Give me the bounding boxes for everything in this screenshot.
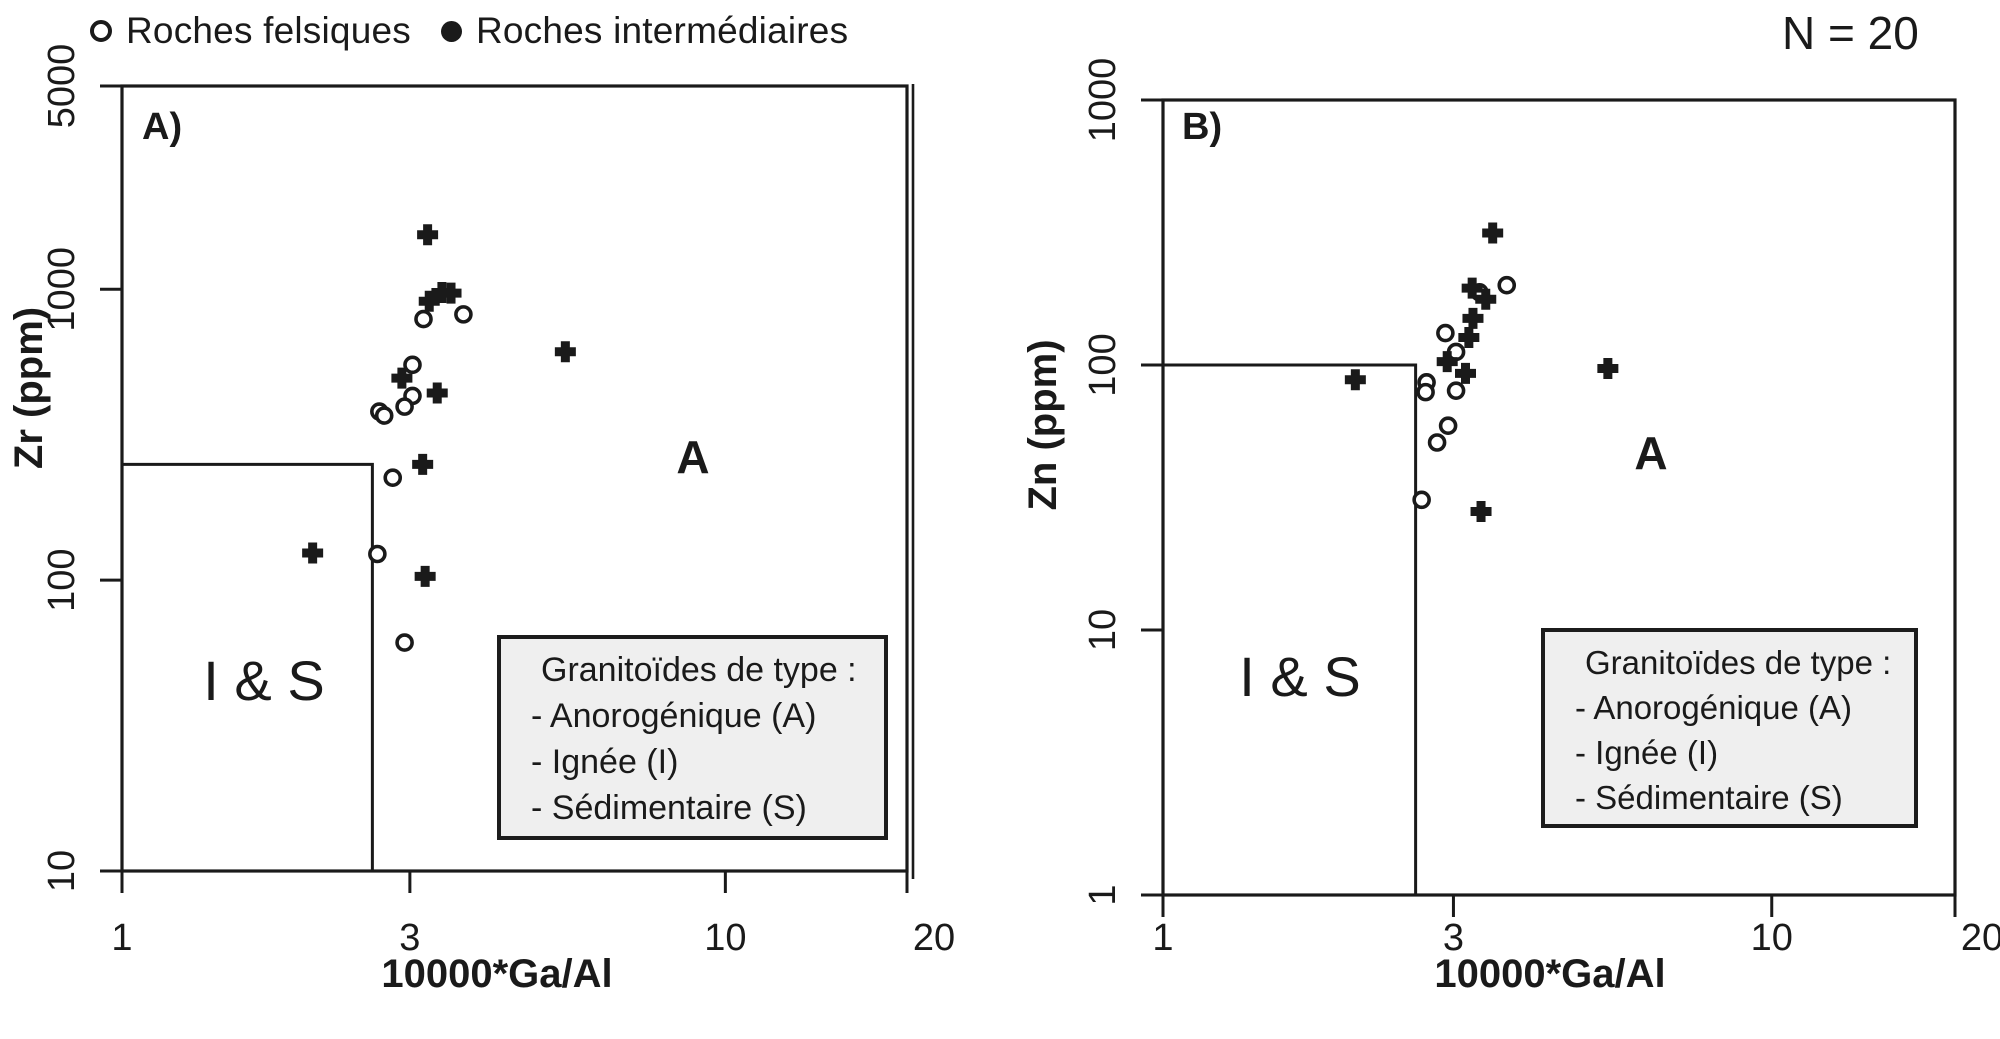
y-axis-title-a: Zr (ppm)	[7, 306, 51, 470]
x-tick-label-B-3: 3	[1443, 917, 1464, 959]
data-point-intermediaire	[1455, 362, 1477, 384]
data-point-felsique	[1427, 433, 1447, 452]
data-point-intermediaire	[1461, 277, 1483, 299]
data-point-intermediaire	[426, 382, 448, 404]
data-point-felsique	[1438, 416, 1458, 436]
filled-circle-icon	[440, 20, 462, 42]
y-tick-label-B-1000: 1000	[1082, 58, 1124, 143]
data-point-intermediaire	[440, 282, 462, 304]
type-legend-box-b: Granitoïdes de type : - Anorogénique (A)…	[1541, 628, 1918, 828]
x-tick-label-A-20: 20	[913, 917, 955, 959]
data-point-intermediaire	[391, 367, 413, 389]
type-legend-item-sedimentaire: - Sédimentaire (S)	[531, 789, 807, 827]
data-point-intermediaire	[1344, 369, 1366, 391]
open-circle-icon	[90, 20, 112, 42]
felsic-legend-label: Roches felsiques	[126, 10, 411, 51]
sample-count: N = 20	[1782, 7, 1919, 59]
data-point-felsique	[1497, 275, 1517, 295]
type-legend-title: Granitoïdes de type :	[541, 651, 857, 689]
data-point-felsique	[403, 355, 422, 375]
data-point-intermediaire	[1597, 358, 1619, 380]
type-legend-item-ignee: - Ignée (I)	[531, 743, 679, 781]
data-point-intermediaire	[1482, 222, 1504, 244]
type-legend-box-a: Granitoïdes de type : - Anorogénique (A)…	[497, 635, 888, 840]
y-tick-label-A-1000: 1000	[41, 247, 83, 332]
type-legend-item-anorogenique: - Anorogénique (A)	[1575, 689, 1853, 726]
type-legend-item-ignee: - Ignée (I)	[1575, 734, 1719, 771]
x-axis-title-a: 10000*Ga/Al	[381, 952, 613, 996]
y-tick-label-B-10: 10	[1082, 609, 1124, 651]
y-tick-label-A-100: 100	[41, 548, 83, 611]
is-field-box-A	[122, 462, 374, 871]
data-point-felsique	[414, 309, 433, 329]
data-point-felsique	[368, 544, 387, 564]
type-legend-item-sedimentaire: - Sédimentaire (S)	[1575, 779, 1843, 816]
x-axis-title-b: 10000*Ga/Al	[1434, 952, 1666, 996]
y-tick-label-B-1: 1	[1082, 884, 1124, 905]
x-tick-label-A-3: 3	[399, 917, 420, 959]
data-point-intermediaire	[1462, 307, 1484, 329]
plot-frame-B	[1161, 98, 1957, 897]
x-tick-label-B-20: 20	[1961, 917, 2000, 959]
data-point-felsique	[374, 406, 394, 425]
marker-legend: Roches felsiques Roches intermédiaires	[90, 8, 848, 54]
data-point-felsique	[1412, 490, 1431, 510]
data-point-intermediaire	[418, 290, 440, 312]
y-tick-label-A-5000: 5000	[41, 44, 83, 129]
data-point-felsique	[1416, 382, 1435, 402]
x-tick-label-B-10: 10	[1751, 917, 1793, 959]
panel-label-a: A)	[142, 106, 183, 148]
data-point-intermediaire	[417, 224, 439, 246]
is-field-label-plot-a: I & S	[203, 649, 325, 712]
data-point-felsique	[395, 397, 414, 416]
data-point-intermediaire	[1470, 501, 1492, 523]
y-tick-label-A-10: 10	[41, 850, 83, 892]
panel-label-b: B)	[1182, 106, 1223, 148]
y-tick-label-B-100: 100	[1082, 333, 1124, 396]
data-point-felsique	[454, 305, 473, 324]
plot-frame-A	[120, 84, 909, 873]
intermediate-legend-label: Roches intermédiaires	[475, 10, 849, 51]
is-field-label-plot-b: I & S	[1239, 645, 1361, 708]
a-field-label-plot-b: A	[1634, 427, 1668, 479]
data-point-felsique	[1436, 323, 1455, 343]
data-point-felsique	[1446, 381, 1466, 400]
type-legend-title: Granitoïdes de type :	[1585, 644, 1892, 681]
is-field-box-B	[1163, 363, 1418, 895]
data-point-intermediaire	[412, 453, 434, 475]
x-tick-label-A-10: 10	[704, 917, 746, 959]
a-field-label-plot-a: A	[676, 431, 710, 483]
data-point-felsique	[395, 633, 414, 652]
type-legend-item-anorogenique: - Anorogénique (A)	[531, 697, 817, 735]
data-point-intermediaire	[414, 565, 436, 587]
data-point-intermediaire	[1436, 351, 1458, 373]
x-tick-label-A-1: 1	[111, 917, 132, 959]
x-tick-label-B-1: 1	[1152, 917, 1173, 959]
data-point-intermediaire	[1475, 288, 1497, 310]
y-axis-title-b: Zn (ppm)	[1021, 339, 1065, 511]
data-point-intermediaire	[1458, 326, 1480, 348]
data-point-intermediaire	[302, 542, 324, 564]
data-point-felsique	[383, 468, 403, 488]
data-point-intermediaire	[554, 341, 576, 363]
